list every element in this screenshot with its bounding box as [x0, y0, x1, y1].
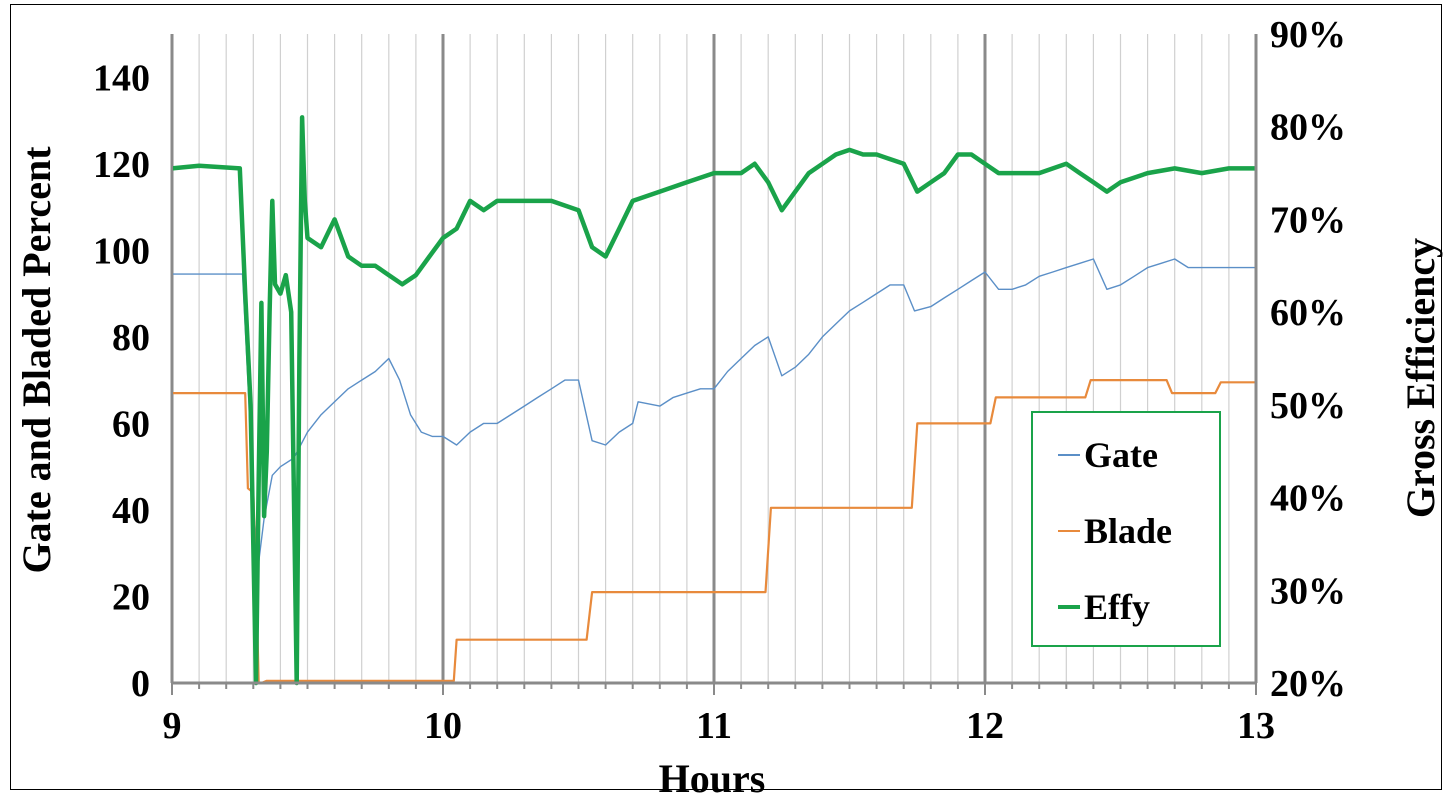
- x-tick-label: 10: [424, 705, 462, 747]
- legend: Gate Blade Effy: [1031, 411, 1221, 647]
- tick-labels: 0 20 40 60 80 100 120 140 20% 30% 40% 50% 60% 70% 80% 9…: [93, 14, 1346, 747]
- y2-tick-label: 80%: [1270, 107, 1346, 149]
- x-tick-label: 12: [966, 705, 1004, 747]
- y-tick-label: 120: [93, 144, 150, 186]
- y2-tick-label: 50%: [1270, 385, 1346, 427]
- x-tick-label: 9: [163, 705, 182, 747]
- y-axis-title: Gate and Bladed Percent: [14, 146, 59, 574]
- series-lines: [171, 115, 1256, 686]
- y2-tick-label: 60%: [1270, 292, 1346, 334]
- y2-tick-label: 20%: [1270, 663, 1346, 705]
- x-tick-label: 13: [1237, 705, 1275, 747]
- y-tick-label: 60: [112, 403, 150, 445]
- y2-axis-title: Gross Efficiency: [1398, 238, 1443, 518]
- y-tick-label: 40: [112, 490, 150, 532]
- x-tick-label: 11: [696, 705, 732, 747]
- y2-tick-label: 30%: [1270, 570, 1346, 612]
- legend-label-effy: Effy: [1084, 587, 1150, 627]
- y2-tick-label: 70%: [1270, 199, 1346, 241]
- series-line-effy: [171, 115, 1256, 686]
- y-tick-label: 0: [131, 663, 150, 705]
- series-line-gate: [172, 258, 1256, 563]
- legend-label-blade: Blade: [1084, 511, 1172, 551]
- y2-tick-label: 90%: [1270, 14, 1346, 56]
- legend-label-gate: Gate: [1084, 435, 1158, 475]
- y-tick-label: 140: [93, 57, 150, 99]
- y2-tick-label: 40%: [1270, 478, 1346, 520]
- y-tick-label: 100: [93, 230, 150, 272]
- x-axis-title: Hours: [659, 756, 766, 796]
- y-tick-label: 20: [112, 576, 150, 618]
- axes: [171, 34, 1258, 695]
- y-tick-label: 80: [112, 317, 150, 359]
